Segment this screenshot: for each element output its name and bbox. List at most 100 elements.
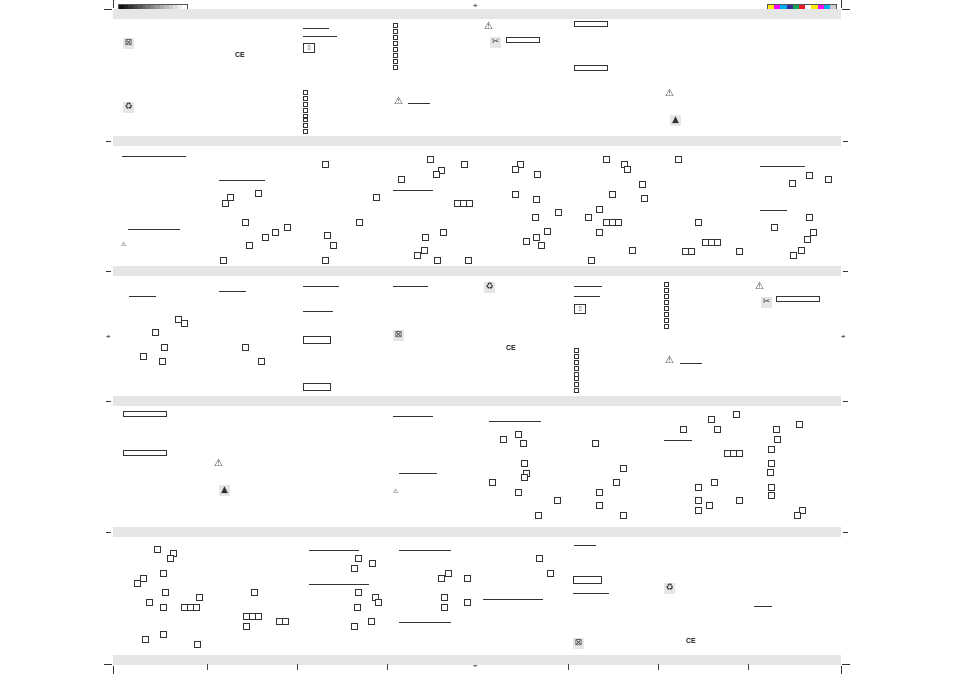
crop-mark-br-h — [842, 664, 850, 665]
checkbox-marker — [255, 613, 262, 620]
checkbox-marker — [533, 196, 540, 203]
checkbox-marker — [175, 316, 182, 323]
heading-rule — [219, 180, 265, 181]
checkbox-marker — [159, 358, 166, 365]
color-swatch — [805, 5, 812, 12]
section-band-2 — [113, 136, 841, 146]
checkbox-marker — [641, 195, 648, 202]
registration-mark-top: ⌖ — [473, 1, 478, 10]
checkbox-marker — [771, 224, 778, 231]
checkbox-marker — [356, 219, 363, 226]
checkbox-marker — [398, 176, 405, 183]
crop-mark-tl-v — [113, 0, 114, 8]
warning-icon: ⚠ — [484, 21, 493, 32]
heading-rule — [574, 296, 600, 297]
checklist — [303, 90, 308, 120]
checkbox-marker — [414, 252, 421, 259]
checkbox-marker — [544, 228, 551, 235]
checkbox-marker — [629, 247, 636, 254]
checkbox-marker — [134, 580, 141, 587]
recycle-icon: ♻ — [664, 583, 675, 594]
checkbox-marker — [613, 479, 620, 486]
flame-warning-icon: ▲ — [219, 485, 230, 496]
side-tick — [106, 532, 111, 533]
column-tick — [748, 664, 749, 670]
checklist — [664, 282, 669, 330]
warning-icon: ⚠ — [665, 88, 674, 99]
recycle-icon: ♻ — [123, 102, 134, 113]
heading-rule — [399, 473, 437, 474]
checkbox-marker — [521, 474, 528, 481]
heading-rule — [309, 584, 369, 585]
checkbox-marker — [774, 436, 781, 443]
heading-rule — [760, 166, 805, 167]
checkbox-marker — [351, 623, 358, 630]
column-tick — [387, 664, 388, 670]
checkbox-marker — [592, 440, 599, 447]
checkbox-marker — [520, 440, 527, 447]
checkbox-marker — [438, 575, 445, 582]
checkbox-marker — [196, 594, 203, 601]
checkbox-marker — [547, 570, 554, 577]
checkbox-marker — [596, 206, 603, 213]
color-swatch — [829, 5, 837, 12]
color-swatch — [792, 5, 799, 12]
checkbox-marker — [554, 497, 561, 504]
label-box — [574, 65, 608, 71]
flame-warning-icon: ▲ — [670, 115, 681, 126]
checkbox-marker — [688, 248, 695, 255]
checkbox-marker — [434, 257, 441, 264]
checkbox-marker — [461, 161, 468, 168]
heading-rule — [393, 416, 433, 417]
heading-rule — [303, 311, 333, 312]
warning-icon: ⚠ — [393, 488, 399, 495]
checkbox-marker — [596, 502, 603, 509]
checkbox-marker — [768, 460, 775, 467]
checkbox-marker — [515, 431, 522, 438]
checkbox-marker — [806, 172, 813, 179]
label-box — [506, 37, 540, 43]
checkbox-marker — [427, 156, 434, 163]
checkbox-marker — [512, 166, 519, 173]
checkbox-marker — [711, 479, 718, 486]
heading-rule — [680, 363, 702, 364]
checkbox-marker — [355, 589, 362, 596]
checkbox-marker — [276, 618, 283, 625]
warning-icon: ⚠ — [121, 241, 127, 248]
checkbox-marker — [373, 194, 380, 201]
checkbox-marker — [466, 200, 473, 207]
checkbox-marker — [258, 358, 265, 365]
checkbox-marker — [790, 252, 797, 259]
checkbox-marker — [523, 238, 530, 245]
heading-rule — [393, 286, 428, 287]
checkbox-marker — [351, 565, 358, 572]
side-tick — [106, 401, 111, 402]
heading-rule — [219, 291, 246, 292]
heading-rule — [754, 606, 772, 607]
checkbox-marker — [140, 575, 147, 582]
checkbox-marker — [255, 190, 262, 197]
checkbox-marker — [272, 229, 279, 236]
checkbox-marker — [794, 512, 801, 519]
checkbox-marker — [789, 180, 796, 187]
checkbox-marker — [465, 257, 472, 264]
checkbox-marker — [262, 234, 269, 241]
checkbox-marker — [773, 426, 780, 433]
checkbox-marker — [246, 242, 253, 249]
checkbox-marker — [489, 479, 496, 486]
heading-rule — [489, 421, 541, 422]
checkbox-marker — [810, 229, 817, 236]
manual-icon: ▯ — [303, 43, 315, 53]
checkbox-marker — [714, 426, 721, 433]
checkbox-marker — [609, 191, 616, 198]
side-tick — [106, 271, 111, 272]
section-band-3 — [113, 266, 841, 276]
checkbox-marker — [146, 599, 153, 606]
manual-icon: ▯ — [574, 304, 586, 314]
checkbox-marker — [512, 191, 519, 198]
checkbox-marker — [441, 604, 448, 611]
text-box — [303, 336, 331, 344]
checkbox-marker — [533, 234, 540, 241]
heading-rule — [574, 286, 602, 287]
checkbox-marker — [736, 450, 743, 457]
